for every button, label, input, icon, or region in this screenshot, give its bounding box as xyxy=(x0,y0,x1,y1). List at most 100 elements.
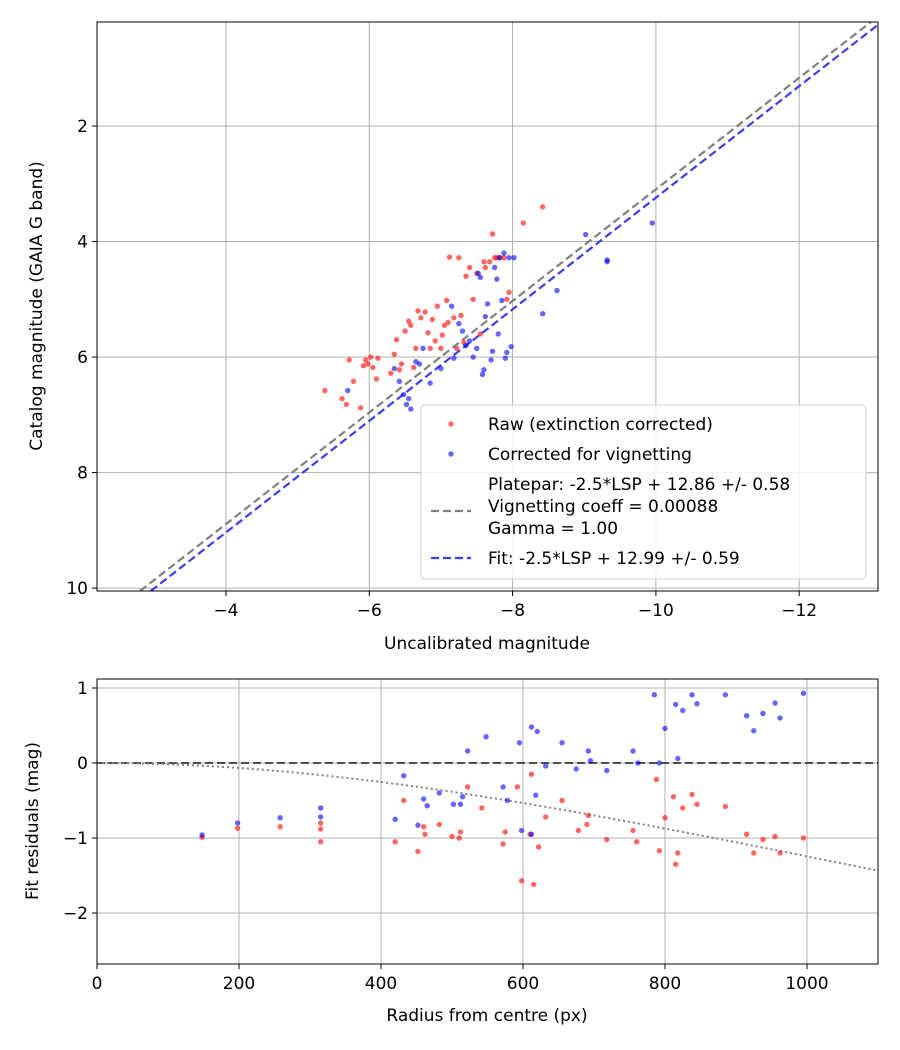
scatter-point xyxy=(516,740,523,746)
scatter-point xyxy=(474,345,480,352)
scatter-point xyxy=(743,831,750,837)
top-fit-lines xyxy=(139,22,878,591)
scatter-point xyxy=(449,833,455,840)
scatter-point xyxy=(722,692,729,698)
scatter-point xyxy=(343,401,350,408)
scatter-point xyxy=(317,820,324,826)
scatter-point xyxy=(662,725,668,732)
scatter-point xyxy=(760,836,766,843)
scatter-point xyxy=(463,273,469,279)
scatter-point xyxy=(772,833,778,840)
scatter-point xyxy=(415,822,421,828)
scatter-point xyxy=(410,364,417,371)
bottom-scatter-points xyxy=(199,690,807,888)
vignetting-curve xyxy=(97,762,878,872)
scatter-point xyxy=(408,406,414,412)
scatter-point xyxy=(234,825,241,831)
scatter-point xyxy=(656,760,663,766)
scatter-point xyxy=(463,342,469,349)
scatter-point xyxy=(396,367,403,373)
scatter-point xyxy=(489,231,496,237)
bottom-x-ticks: 0 200 400 600 800 1000 xyxy=(92,964,829,994)
scatter-point xyxy=(420,824,427,830)
scatter-point xyxy=(689,692,695,698)
y-tick-label: 0 xyxy=(77,754,88,774)
scatter-point xyxy=(585,748,592,754)
top-scatter-points xyxy=(322,204,655,412)
scatter-point xyxy=(405,318,412,324)
bottom-plot-frame xyxy=(96,678,879,965)
scatter-point xyxy=(317,826,324,832)
scatter-point xyxy=(427,380,433,386)
scatter-point xyxy=(672,701,679,708)
scatter-point xyxy=(439,332,446,338)
scatter-point xyxy=(635,760,641,766)
legend-box xyxy=(420,404,867,580)
scatter-point xyxy=(528,724,535,730)
bottom-x-axis-label: Radius from centre (px) xyxy=(386,1006,587,1026)
scatter-point xyxy=(365,361,371,367)
scatter-point xyxy=(438,345,444,352)
scatter-point xyxy=(772,700,778,706)
scatter-point xyxy=(401,797,407,804)
scatter-point xyxy=(368,354,374,360)
legend-label: Corrected for vignetting xyxy=(488,445,692,465)
scatter-point xyxy=(422,309,428,315)
scatter-point xyxy=(360,363,367,369)
legend-marker xyxy=(448,451,454,457)
scatter-point xyxy=(528,831,535,837)
y-tick-label: −1 xyxy=(63,829,88,849)
scatter-point xyxy=(584,821,590,828)
scatter-point xyxy=(199,832,205,838)
legend-label: Platepar: -2.5*LSP + 12.86 +/- 0.58 xyxy=(488,475,790,495)
scatter-point xyxy=(533,792,539,798)
scatter-point xyxy=(339,395,345,402)
y-tick-label: 1 xyxy=(77,679,88,699)
y-tick-label: 4 xyxy=(77,233,88,253)
scatter-point xyxy=(317,814,324,820)
scatter-point xyxy=(436,821,442,828)
scatter-point xyxy=(436,790,442,796)
top-grid xyxy=(97,22,878,591)
chart-top: −4 −6 −8 −10 −12 2 4 6 8 10 Uncalibrated magnitu… xyxy=(27,21,879,654)
x-tick-label: −12 xyxy=(781,601,817,621)
scatter-point xyxy=(604,836,610,843)
scatter-point xyxy=(751,728,757,734)
scatter-point xyxy=(651,692,658,698)
scatter-point xyxy=(420,796,427,802)
scatter-point xyxy=(350,378,357,385)
scatter-point xyxy=(317,805,324,811)
scatter-point xyxy=(675,755,681,762)
scatter-point xyxy=(633,839,640,845)
scatter-point xyxy=(604,767,610,774)
scatter-point xyxy=(559,740,565,746)
y-tick-label: 6 xyxy=(77,348,88,368)
legend-label: Vignetting coeff = 0.00088 xyxy=(488,497,718,517)
x-tick-label: −6 xyxy=(357,601,382,621)
scatter-point xyxy=(535,844,542,850)
scatter-point xyxy=(496,254,503,261)
scatter-point xyxy=(405,395,412,402)
scatter-point xyxy=(499,297,505,304)
scatter-point xyxy=(760,710,766,717)
scatter-point xyxy=(477,274,484,281)
scatter-point xyxy=(670,794,677,800)
scatter-point xyxy=(539,311,546,317)
scatter-point xyxy=(656,848,663,854)
scatter-point xyxy=(482,313,489,320)
scatter-point xyxy=(415,848,421,855)
y-tick-label: −2 xyxy=(63,904,88,924)
scatter-point xyxy=(415,308,421,314)
scatter-point xyxy=(392,839,398,845)
scatter-point xyxy=(388,370,394,376)
scatter-point xyxy=(511,254,517,261)
scatter-point xyxy=(470,354,476,360)
scatter-point xyxy=(800,690,807,696)
scatter-point xyxy=(500,841,506,847)
scatter-point xyxy=(675,850,681,856)
bottom-y-axis-label: Fit residuals (mag) xyxy=(23,742,43,900)
scatter-point xyxy=(575,827,582,834)
scatter-point xyxy=(357,405,364,411)
scatter-point xyxy=(425,330,431,336)
x-tick-label: −10 xyxy=(638,601,674,621)
